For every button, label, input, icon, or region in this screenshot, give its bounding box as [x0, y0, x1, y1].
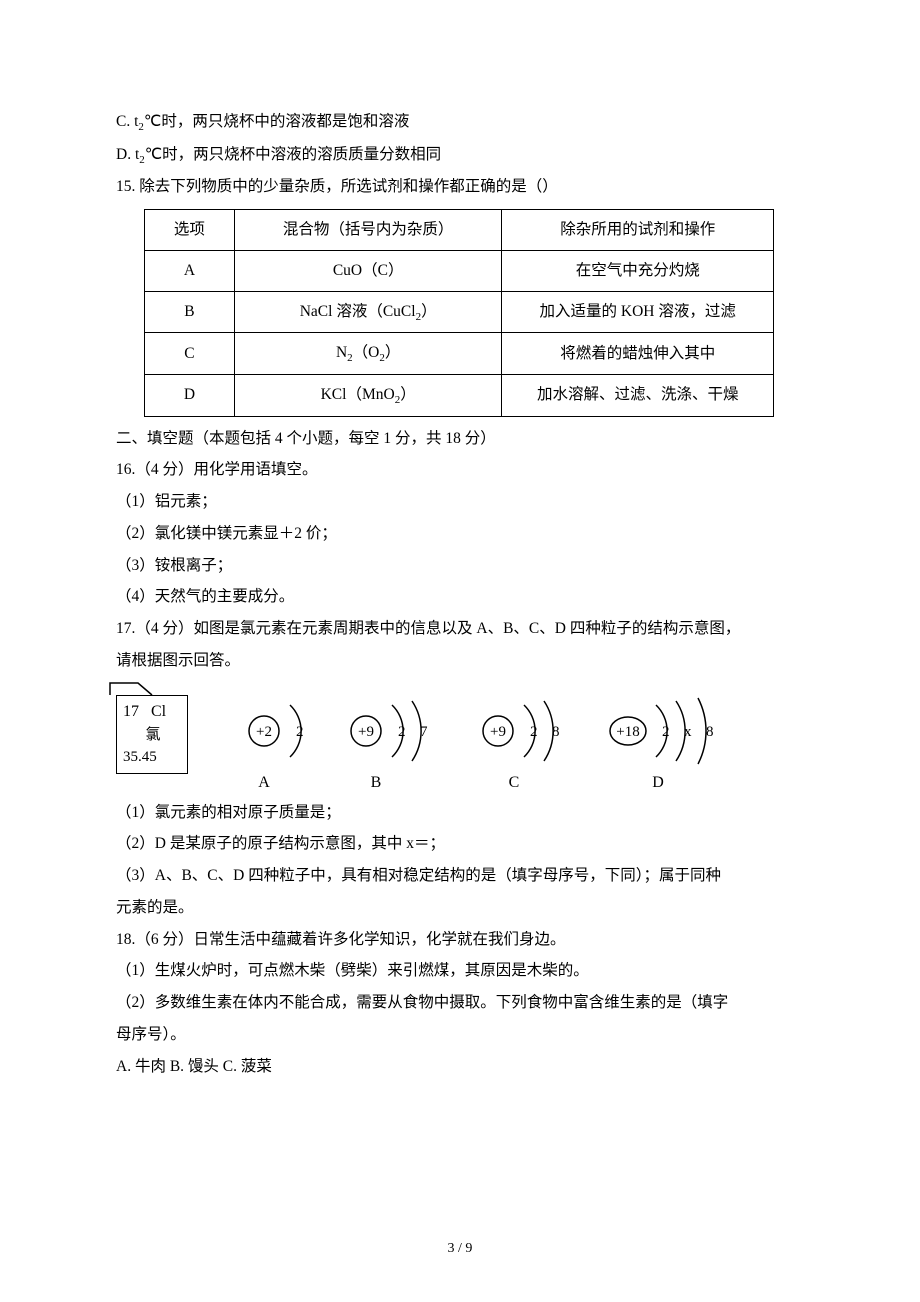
element-box: 17 Cl 氯 35.45 [116, 693, 196, 774]
element-mass: 35.45 [123, 746, 183, 769]
svg-text:2: 2 [530, 724, 538, 740]
q16-sub4: （4）天然气的主要成分。 [116, 581, 804, 613]
cell: 加入适量的 KOH 溶液，过滤 [502, 291, 774, 333]
cell: 在空气中充分灼烧 [502, 250, 774, 291]
cell: C [145, 333, 235, 375]
text: D. t [116, 146, 139, 163]
page-footer: 3 / 9 [0, 1235, 920, 1264]
q18-sub2a: （2）多数维生素在体内不能合成，需要从食物中摄取。下列食物中富含维生素的是（填字 [116, 987, 804, 1019]
cell: KCl（MnO2） [234, 374, 502, 416]
table-row: A CuO（C） 在空气中充分灼烧 [145, 250, 774, 291]
table-row: D KCl（MnO2） 加水溶解、过滤、洗涤、干燥 [145, 374, 774, 416]
table-row: C N2（O2） 将燃着的蜡烛伸入其中 [145, 333, 774, 375]
question-17-line1: 17.（4 分）如图是氯元素在元素周期表中的信息以及 A、B、C、D 四种粒子的… [116, 613, 804, 645]
cell: NaCl 溶液（CuCl2） [234, 291, 502, 333]
q16-sub1: （1）铝元素； [116, 486, 804, 518]
svg-text:B: B [371, 774, 382, 791]
atom-structures-svg: +2 2 +9 2 7 +9 2 8 [218, 687, 768, 797]
svg-text:2: 2 [296, 724, 304, 740]
question-16: 16.（4 分）用化学用语填空。 [116, 454, 804, 486]
text: ℃时，两只烧杯中的溶液都是饱和溶液 [144, 113, 409, 130]
svg-text:+18: +18 [616, 724, 639, 740]
svg-text:+9: +9 [490, 724, 506, 740]
svg-text:C: C [509, 774, 520, 791]
cell: B [145, 291, 235, 333]
text: C. t [116, 113, 138, 130]
q17-sub3b: 元素的是。 [116, 892, 804, 924]
cell: 加水溶解、过滤、洗涤、干燥 [502, 374, 774, 416]
option-d: D. t2℃时，两只烧杯中溶液的溶质质量分数相同 [116, 139, 804, 172]
element-tab-icon [108, 681, 188, 701]
svg-text:2: 2 [398, 724, 406, 740]
svg-text:+9: +9 [358, 724, 374, 740]
header-cell: 选项 [145, 210, 235, 251]
option-c: C. t2℃时，两只烧杯中的溶液都是饱和溶液 [116, 106, 804, 139]
q16-sub3: （3）铵根离子； [116, 550, 804, 582]
svg-text:7: 7 [420, 724, 428, 740]
cell: N2（O2） [234, 333, 502, 375]
cell: A [145, 250, 235, 291]
q17-sub3a: （3）A、B、C、D 四种粒子中，具有相对稳定结构的是（填字母序号，下同）；属于… [116, 860, 804, 892]
atom-diagram-row: 17 Cl 氯 35.45 +2 2 +9 2 7 [116, 687, 804, 797]
svg-text:8: 8 [552, 724, 560, 740]
table-header-row: 选项 混合物（括号内为杂质） 除杂所用的试剂和操作 [145, 210, 774, 251]
q18-options: A. 牛肉 B. 馒头 C. 菠菜 [116, 1051, 804, 1083]
svg-text:D: D [652, 774, 664, 791]
q18-sub1: （1）生煤火炉时，可点燃木柴（劈柴）来引燃煤，其原因是木柴的。 [116, 955, 804, 987]
svg-text:x: x [684, 724, 692, 740]
cell: D [145, 374, 235, 416]
header-cell: 除杂所用的试剂和操作 [502, 210, 774, 251]
svg-text:+2: +2 [256, 724, 272, 740]
q17-sub1: （1）氯元素的相对原子质量是； [116, 797, 804, 829]
cell: 将燃着的蜡烛伸入其中 [502, 333, 774, 375]
svg-text:A: A [258, 774, 270, 791]
header-cell: 混合物（括号内为杂质） [234, 210, 502, 251]
impurity-table: 选项 混合物（括号内为杂质） 除杂所用的试剂和操作 A CuO（C） 在空气中充… [144, 209, 774, 416]
question-15: 15. 除去下列物质中的少量杂质，所选试剂和操作都正确的是（） [116, 171, 804, 203]
element-name: 氯 [123, 724, 183, 747]
svg-text:2: 2 [662, 724, 670, 740]
q18-sub2b: 母序号）。 [116, 1019, 804, 1051]
table-row: B NaCl 溶液（CuCl2） 加入适量的 KOH 溶液，过滤 [145, 291, 774, 333]
element-row1: 17 Cl [123, 700, 183, 724]
question-17-line2: 请根据图示回答。 [116, 645, 804, 677]
section-2-title: 二、填空题（本题包括 4 个小题，每空 1 分，共 18 分） [116, 423, 804, 455]
q16-sub2: （2）氯化镁中镁元素显＋2 价； [116, 518, 804, 550]
cell: CuO（C） [234, 250, 502, 291]
text: ℃时，两只烧杯中溶液的溶质质量分数相同 [145, 146, 441, 163]
question-18: 18.（6 分）日常生活中蕴藏着许多化学知识，化学就在我们身边。 [116, 924, 804, 956]
svg-text:8: 8 [706, 724, 714, 740]
q17-sub2: （2）D 是某原子的原子结构示意图，其中 x＝； [116, 828, 804, 860]
